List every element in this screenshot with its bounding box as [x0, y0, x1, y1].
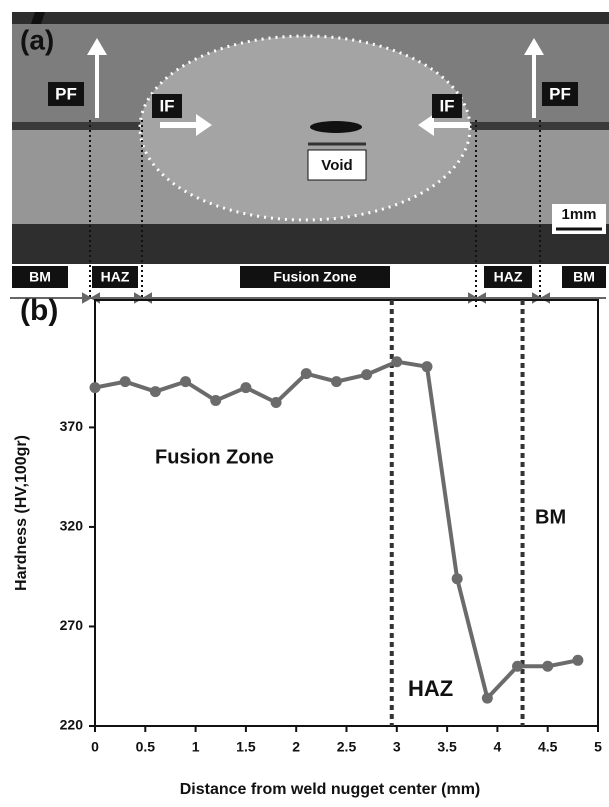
data-point [512, 660, 524, 672]
data-point [451, 573, 463, 585]
annotation: HAZ [408, 676, 453, 701]
zone-bg [92, 266, 138, 288]
zone-label: Fusion Zone [273, 269, 356, 285]
label-bg [48, 82, 84, 106]
arrow [160, 114, 212, 136]
label-bg [152, 94, 182, 118]
x-tick-label: 1 [192, 739, 200, 755]
x-tick-label: 0 [91, 739, 99, 755]
panel-label: (a) [20, 24, 54, 55]
data-point [542, 660, 554, 672]
data-point [119, 376, 131, 388]
zone-label: HAZ [101, 269, 130, 285]
annotation: BM [535, 506, 566, 528]
y-axis-title: Hardness (HV,100gr) [13, 435, 30, 591]
data-point [149, 386, 161, 398]
data-point [270, 397, 282, 409]
void-mark [310, 121, 362, 133]
y-tick-label: 270 [60, 617, 84, 633]
data-line [94, 359, 579, 701]
panel-label: (b) [20, 294, 58, 327]
y-tick-label: 220 [60, 717, 84, 733]
arrow [418, 114, 470, 136]
x-tick-label: 0.5 [136, 739, 156, 755]
zone-bg [484, 266, 532, 288]
label-bg [432, 94, 462, 118]
arrow-label: IF [159, 96, 174, 115]
label-bg [31, 12, 45, 24]
y-tick-label: 320 [60, 518, 84, 534]
arrow-label: PF [55, 84, 77, 103]
zone-boundaries [89, 120, 541, 310]
zone-bg [12, 266, 68, 288]
arrow-label: PF [549, 84, 571, 103]
data-point [572, 654, 584, 666]
zone-label: BM [573, 269, 595, 285]
annotation: Fusion Zone [155, 446, 274, 468]
x-axis-title: Distance from weld nugget center (mm) [180, 781, 481, 798]
label-bg [307, 149, 367, 181]
y-tick-label: 370 [60, 418, 84, 434]
void-label: Void [321, 157, 352, 174]
x-tick-label: 2 [292, 739, 300, 755]
data-point [330, 376, 342, 388]
data-point [481, 692, 493, 704]
scale-label: 1mm [561, 206, 596, 223]
zone-label: BM [29, 269, 51, 285]
x-tick-label: 2.5 [337, 739, 357, 755]
zone-arrows [10, 292, 606, 304]
data-point [300, 368, 312, 380]
zone-bg [240, 266, 390, 288]
data-point [240, 382, 252, 394]
arrow [87, 38, 107, 118]
x-tick-label: 4.5 [538, 739, 558, 755]
x-tick-label: 3.5 [437, 739, 457, 755]
data-point [180, 376, 192, 388]
x-tick-label: 3 [393, 739, 401, 755]
x-tick-label: 1.5 [236, 739, 256, 755]
data-point [89, 382, 101, 394]
arrow [524, 38, 544, 118]
data-point [391, 356, 403, 368]
data-point [421, 361, 433, 373]
data-point [361, 369, 373, 381]
data-point [210, 395, 222, 407]
arrow-label: IF [439, 96, 454, 115]
x-tick-label: 4 [494, 739, 502, 755]
x-tick-label: 5 [594, 739, 602, 755]
zone-bg [562, 266, 606, 288]
zone-label: HAZ [494, 269, 523, 285]
label-bg [542, 82, 578, 106]
